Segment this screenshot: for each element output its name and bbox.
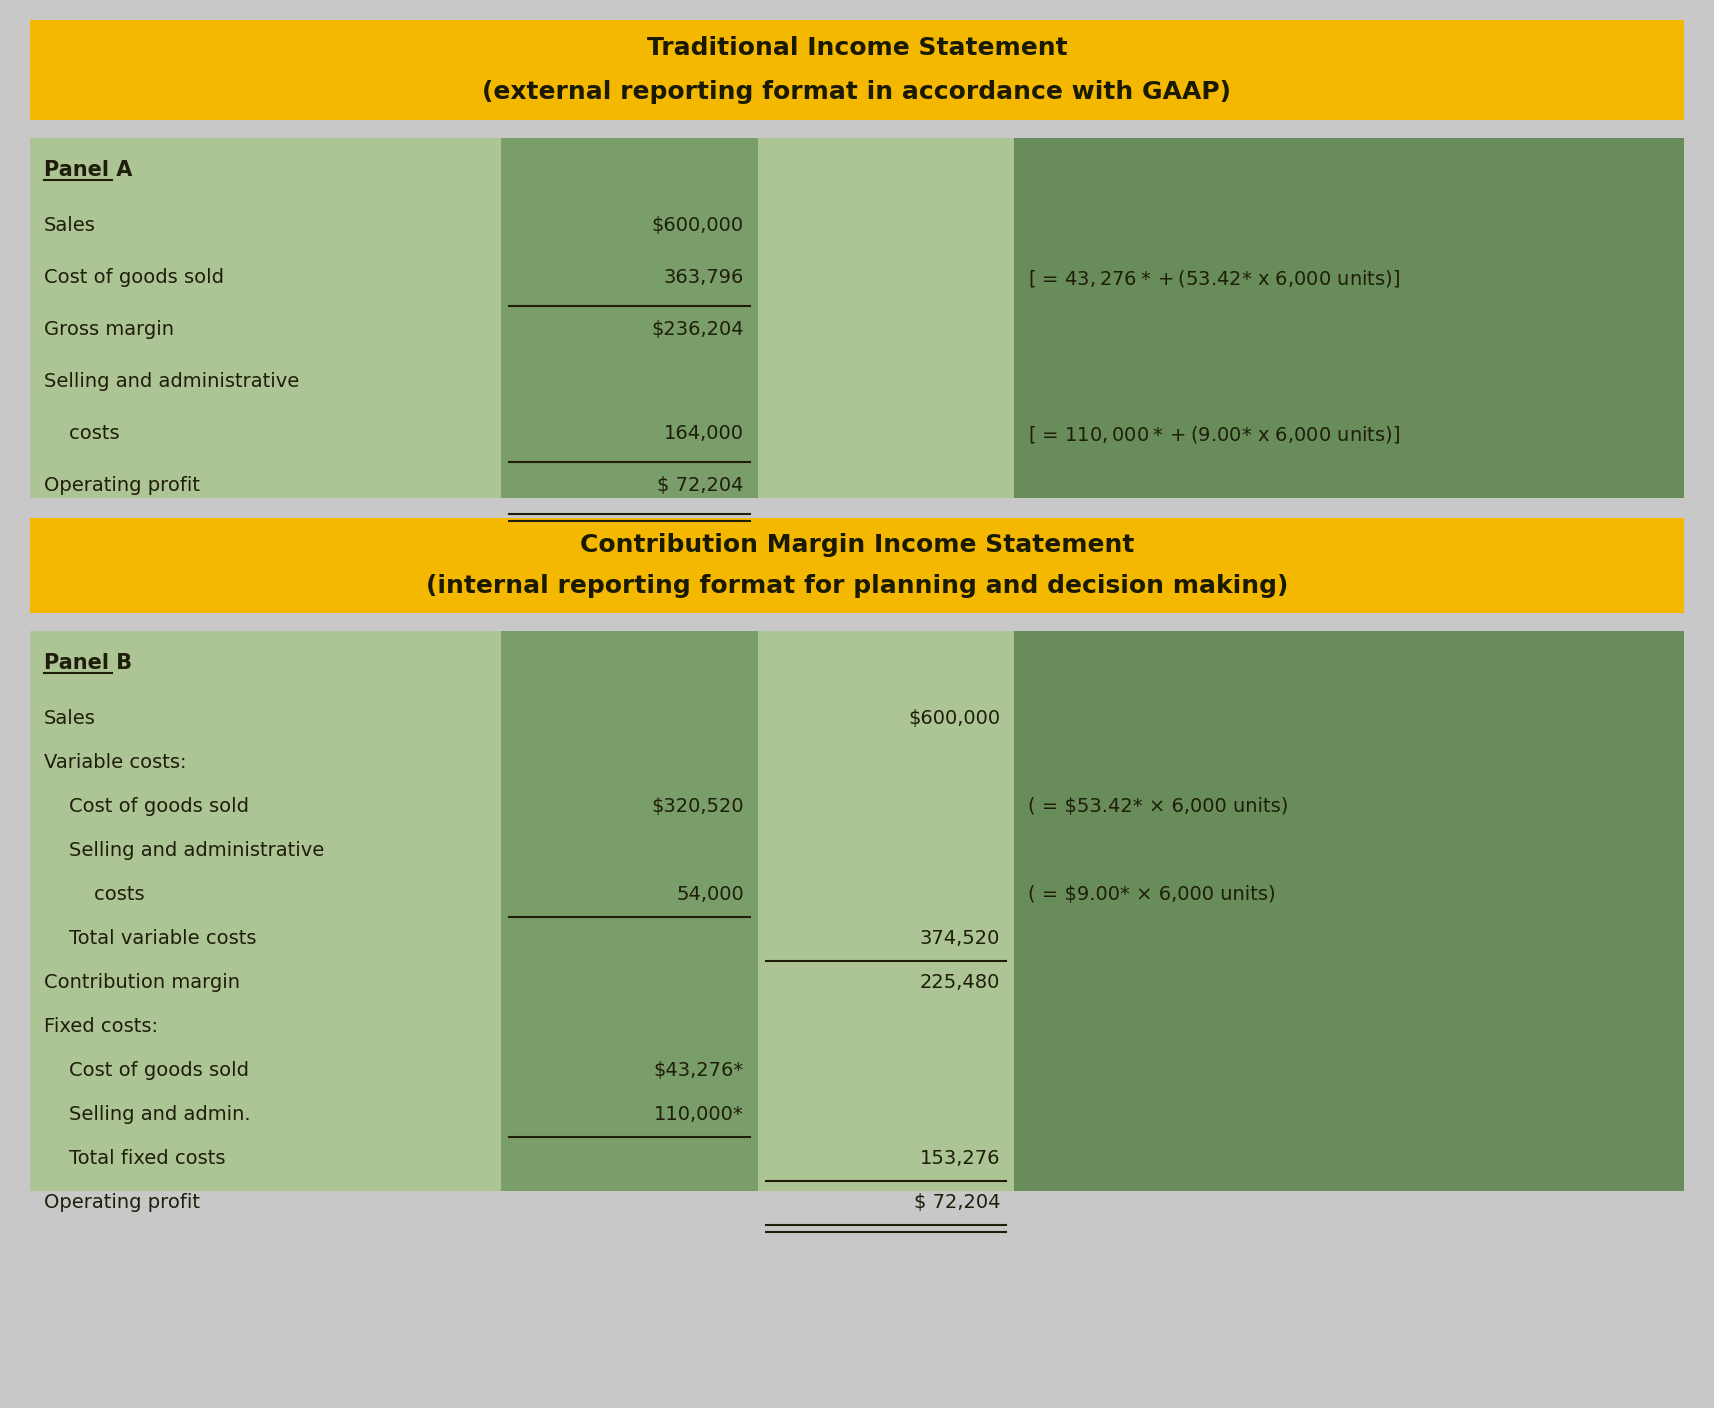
Text: $600,000: $600,000 <box>908 710 1001 728</box>
Text: Total fixed costs: Total fixed costs <box>45 1149 226 1169</box>
Bar <box>1015 631 1683 1191</box>
Text: Sales: Sales <box>45 215 96 235</box>
Text: Cost of goods sold: Cost of goods sold <box>45 268 225 287</box>
Text: Selling and admin.: Selling and admin. <box>45 1105 250 1124</box>
Text: 225,480: 225,480 <box>920 973 1001 993</box>
Text: Cost of goods sold: Cost of goods sold <box>45 1062 249 1080</box>
Bar <box>31 20 1683 120</box>
Text: 153,276: 153,276 <box>920 1149 1001 1169</box>
Text: $236,204: $236,204 <box>651 320 744 339</box>
Text: ( = $9.00* × 6,000 units): ( = $9.00* × 6,000 units) <box>1028 886 1275 904</box>
Text: Selling and administrative: Selling and administrative <box>45 372 300 391</box>
Bar <box>31 631 502 1191</box>
Text: costs: costs <box>45 424 120 444</box>
Bar <box>31 138 502 498</box>
Text: ( = $53.42* × 6,000 units): ( = $53.42* × 6,000 units) <box>1028 797 1289 817</box>
Text: Fixed costs:: Fixed costs: <box>45 1017 158 1036</box>
Bar <box>1015 138 1683 498</box>
Text: 54,000: 54,000 <box>675 886 744 904</box>
Text: [ = $43,276* + ($53.42* x 6,000 units)]: [ = $43,276* + ($53.42* x 6,000 units)] <box>1028 268 1400 289</box>
Bar <box>758 138 1015 498</box>
Text: $600,000: $600,000 <box>651 215 744 235</box>
Text: Total variable costs: Total variable costs <box>45 929 257 948</box>
Text: (internal reporting format for planning and decision making): (internal reporting format for planning … <box>425 574 1289 598</box>
Bar <box>758 631 1015 1191</box>
Text: Operating profit: Operating profit <box>45 1193 201 1212</box>
Text: $320,520: $320,520 <box>651 797 744 817</box>
Text: 374,520: 374,520 <box>920 929 1001 948</box>
Text: Sales: Sales <box>45 710 96 728</box>
Text: Selling and administrative: Selling and administrative <box>45 841 324 860</box>
Text: 110,000*: 110,000* <box>655 1105 744 1124</box>
Text: [ = $110,000* + ($9.00* x 6,000 units)]: [ = $110,000* + ($9.00* x 6,000 units)] <box>1028 424 1400 445</box>
Text: (external reporting format in accordance with GAAP): (external reporting format in accordance… <box>483 80 1231 104</box>
Bar <box>31 518 1683 612</box>
Text: $ 72,204: $ 72,204 <box>914 1193 1001 1212</box>
Text: 363,796: 363,796 <box>663 268 744 287</box>
Text: Panel B: Panel B <box>45 653 132 673</box>
Text: Operating profit: Operating profit <box>45 476 201 496</box>
Text: $ 72,204: $ 72,204 <box>656 476 744 496</box>
Text: Traditional Income Statement: Traditional Income Statement <box>646 37 1068 61</box>
Bar <box>502 138 758 498</box>
Text: 164,000: 164,000 <box>663 424 744 444</box>
Text: costs: costs <box>45 886 144 904</box>
Text: Contribution margin: Contribution margin <box>45 973 240 993</box>
Text: Panel A: Panel A <box>45 161 132 180</box>
Text: Gross margin: Gross margin <box>45 320 175 339</box>
Text: Contribution Margin Income Statement: Contribution Margin Income Statement <box>579 532 1135 556</box>
Text: $43,276*: $43,276* <box>653 1062 744 1080</box>
Bar <box>502 631 758 1191</box>
Text: Variable costs:: Variable costs: <box>45 753 187 772</box>
Text: Cost of goods sold: Cost of goods sold <box>45 797 249 817</box>
